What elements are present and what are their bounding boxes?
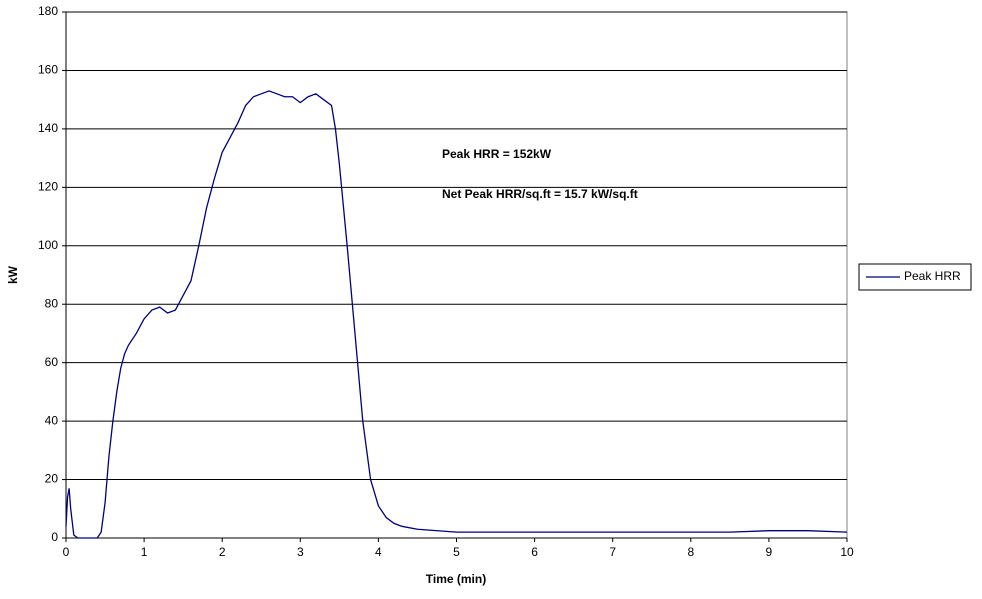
y-tick-label: 160 xyxy=(38,63,58,77)
x-tick-label: 3 xyxy=(297,545,304,559)
x-tick-label: 5 xyxy=(453,545,460,559)
x-tick-label: 8 xyxy=(687,545,694,559)
y-tick-label: 0 xyxy=(51,530,58,544)
plot-area xyxy=(65,11,848,539)
x-tick-label: 10 xyxy=(840,545,854,559)
y-axis-label: kW xyxy=(6,265,20,284)
x-tick-label: 2 xyxy=(219,545,226,559)
y-tick-label: 20 xyxy=(45,472,59,486)
y-tick-label: 60 xyxy=(45,355,59,369)
y-tick-label: 100 xyxy=(38,238,58,252)
y-tick-label: 140 xyxy=(38,121,58,135)
y-tick-label: 40 xyxy=(45,413,59,427)
x-tick-label: 1 xyxy=(141,545,148,559)
legend-label: Peak HRR xyxy=(904,269,961,283)
y-tick-label: 80 xyxy=(45,296,59,310)
y-tick-label: 180 xyxy=(38,4,58,18)
x-tick-label: 4 xyxy=(375,545,382,559)
x-tick-label: 9 xyxy=(766,545,773,559)
x-tick-label: 0 xyxy=(63,545,70,559)
x-tick-label: 6 xyxy=(531,545,538,559)
x-axis-label: Time (min) xyxy=(426,572,486,586)
x-tick-label: 7 xyxy=(609,545,616,559)
annotation: Net Peak HRR/sq.ft = 15.7 kW/sq.ft xyxy=(442,187,638,201)
annotation: Peak HRR = 152kW xyxy=(442,147,552,161)
y-tick-label: 120 xyxy=(38,180,58,194)
data-line xyxy=(65,90,848,539)
